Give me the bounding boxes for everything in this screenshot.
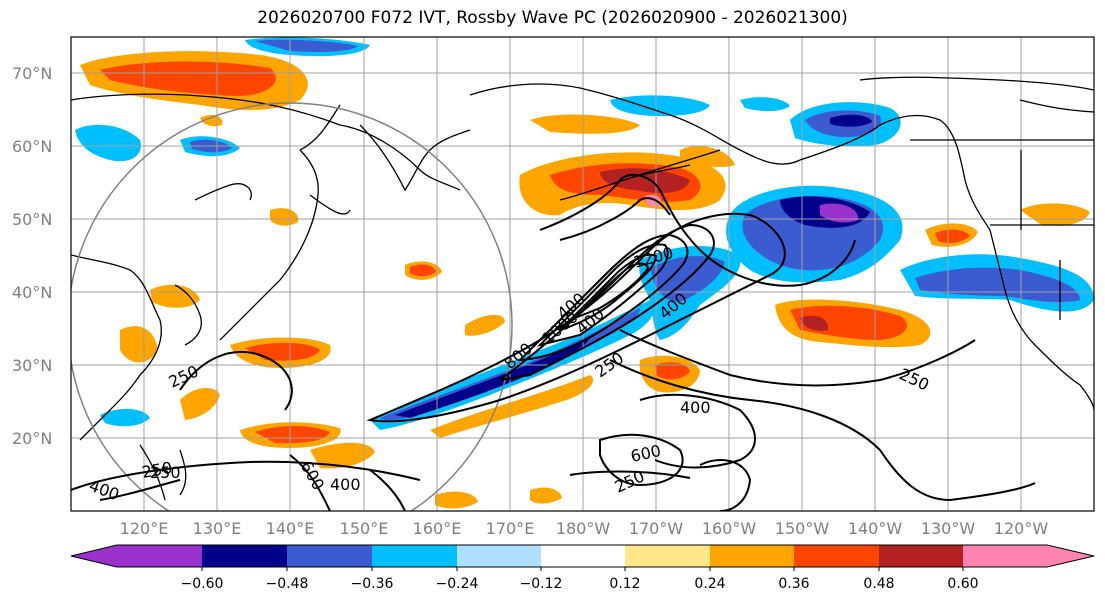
region-circle — [71, 102, 513, 511]
colorbar-segment — [202, 545, 287, 567]
colorbar-segment — [117, 545, 202, 567]
colorbar-tick-label: 0.24 — [694, 576, 725, 592]
colorbar-segment — [879, 545, 963, 567]
lon-label: 120°E — [120, 519, 169, 538]
colorbar-segment — [963, 545, 1047, 567]
colorbar-segment — [794, 545, 879, 567]
lon-label: 140°E — [266, 519, 315, 538]
contour-label: 250 — [150, 463, 181, 482]
colorbar-segment — [541, 545, 625, 567]
map-area: 250 250 400 400 600 800 1000 1200 400 25… — [70, 36, 1095, 512]
latitude-labels: 70°N 60°N 50°N 40°N 30°N 20°N — [12, 64, 52, 448]
colorbar-tick-label: 0.12 — [609, 576, 640, 592]
colorbar: −0.60 −0.48 −0.36 −0.24 −0.12 0.12 0.24 … — [70, 544, 1095, 592]
colorbar-tick-label: −0.12 — [520, 576, 563, 592]
lon-label: 160°W — [702, 519, 757, 538]
colorbar-segment — [287, 545, 372, 567]
colorbar-tick-label: −0.36 — [351, 576, 394, 592]
lat-label: 20°N — [12, 429, 52, 448]
longitude-labels: 120°E 130°E 140°E 150°E 160°E 170°E 180°… — [120, 519, 1049, 538]
ivt-contours — [71, 173, 1036, 511]
anomaly-shading — [75, 37, 1094, 509]
contour-label: 400 — [330, 475, 361, 494]
lat-label: 60°N — [12, 137, 52, 156]
colorbar-tick-label: 0.60 — [947, 576, 978, 592]
colorbar-tick-label: 0.36 — [778, 576, 809, 592]
colorbar-segment — [372, 545, 457, 567]
lat-label: 30°N — [12, 356, 52, 375]
colorbar-segment — [457, 545, 541, 567]
colorbar-segment — [625, 545, 710, 567]
colorbar-tick-label: −0.48 — [266, 576, 309, 592]
colorbar-tick-label: −0.60 — [181, 576, 224, 592]
contour-label: 400 — [680, 398, 711, 417]
map-title: 2026020700 F072 IVT, Rossby Wave PC (202… — [257, 8, 848, 28]
lon-label: 130°E — [193, 519, 242, 538]
lon-label: 170°E — [486, 519, 535, 538]
lon-label: 150°W — [775, 519, 830, 538]
lat-label: 70°N — [12, 64, 52, 83]
colorbar-segment — [710, 545, 794, 567]
lon-label: 140°W — [848, 519, 903, 538]
lon-label: 150°E — [340, 519, 389, 538]
lon-label: 130°W — [921, 519, 976, 538]
colorbar-tick-label: −0.24 — [436, 576, 479, 592]
colorbar-high-arrow — [1047, 545, 1094, 567]
coastlines — [71, 76, 1094, 501]
lon-label: 180°W — [556, 519, 611, 538]
colorbar-low-arrow — [71, 545, 117, 567]
lon-label: 120°W — [994, 519, 1049, 538]
lon-label: 160°E — [413, 519, 462, 538]
colorbar-tick-label: 0.48 — [863, 576, 894, 592]
lon-label: 170°W — [629, 519, 684, 538]
lat-label: 50°N — [12, 210, 52, 229]
lat-label: 40°N — [12, 283, 52, 302]
